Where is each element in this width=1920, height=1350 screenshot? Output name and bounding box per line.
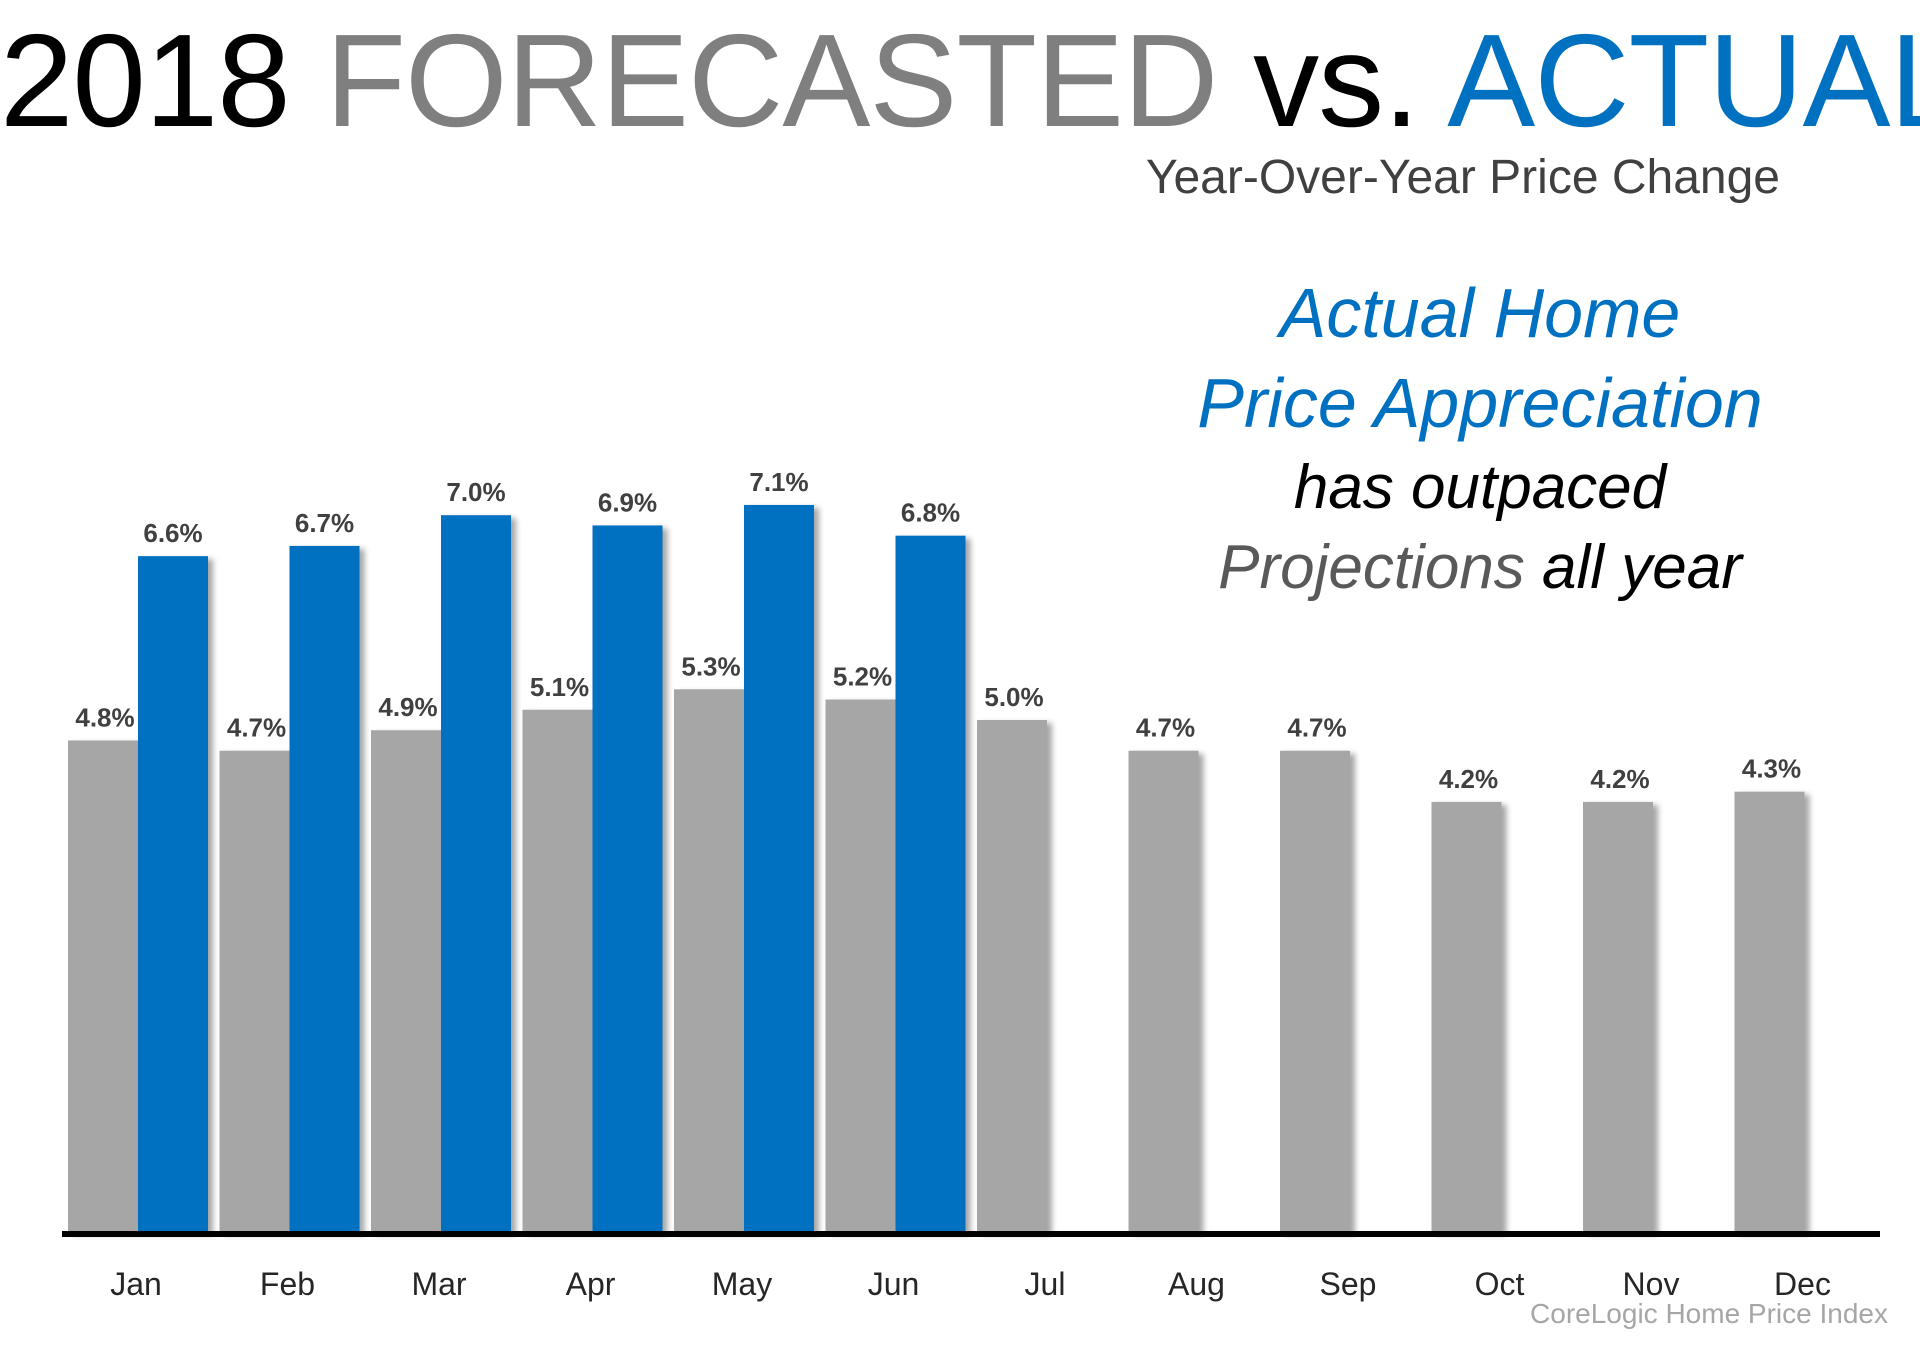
tick-label-jul: Jul <box>1025 1266 1066 1302</box>
label-forecasted-jul: 5.0% <box>984 682 1043 712</box>
tick-label-sep: Sep <box>1320 1266 1377 1302</box>
source-note: CoreLogic Home Price Index <box>1530 1298 1888 1329</box>
callout-line-2: Price Appreciation <box>1197 364 1763 442</box>
bar-forecasted-jun <box>825 699 896 1232</box>
label-forecasted-apr: 5.1% <box>530 672 589 702</box>
bar-forecasted-jul <box>977 720 1047 1232</box>
bar-forecasted-nov <box>1583 801 1653 1232</box>
bar-actual-jan <box>138 556 208 1232</box>
tick-label-apr: Apr <box>566 1266 616 1302</box>
callout-projections: Projections <box>1218 533 1525 602</box>
chart-subtitle: Year-Over-Year Price Change <box>1145 151 1780 204</box>
bar-actual-mar <box>441 515 511 1232</box>
title-year: 2018 <box>0 7 291 154</box>
label-forecasted-nov: 4.2% <box>1590 764 1649 794</box>
tick-label-jun: Jun <box>868 1266 920 1302</box>
bar-forecasted-dec <box>1734 791 1805 1232</box>
bar-forecasted-may <box>674 689 744 1232</box>
label-actual-jan: 6.6% <box>143 518 202 548</box>
bar-forecasted-feb <box>219 750 290 1232</box>
bars-group <box>68 504 1805 1233</box>
tick-label-nov: Nov <box>1623 1266 1680 1302</box>
callout-all-year: all year <box>1542 533 1742 602</box>
tick-label-may: May <box>712 1266 772 1302</box>
label-forecasted-sep: 4.7% <box>1287 713 1346 743</box>
label-actual-feb: 6.7% <box>295 508 354 538</box>
label-forecasted-oct: 4.2% <box>1439 764 1498 794</box>
title-vs: vs. <box>1253 7 1420 154</box>
label-forecasted-may: 5.3% <box>681 651 740 681</box>
label-forecasted-dec: 4.3% <box>1742 754 1801 784</box>
bar-forecasted-jan <box>68 740 138 1232</box>
callout-line-1: Actual Home <box>1279 274 1681 352</box>
label-actual-jun: 6.8% <box>901 498 960 528</box>
callout-text: Actual Home Price Appreciation has outpa… <box>1140 268 1820 608</box>
labels-group: 4.8% 6.6% 4.7% 6.7% 4.9% 7.0% 5.1% 6.9% 5.3% 7.1%… <box>75 467 1801 794</box>
callout-line-4: Projections all year <box>1140 528 1820 608</box>
label-actual-mar: 7.0% <box>446 477 505 507</box>
bar-actual-jun <box>895 535 966 1232</box>
title-forecasted: FORECASTED <box>325 7 1218 154</box>
label-forecasted-jan: 4.8% <box>75 702 134 732</box>
bar-forecasted-aug <box>1128 750 1199 1232</box>
tick-label-jan: Jan <box>110 1266 162 1302</box>
label-forecasted-feb: 4.7% <box>227 713 286 743</box>
x-tick-labels: Jan Feb Mar Apr May Jun Jul Aug Sep Oct Nov Dec <box>110 1266 1831 1302</box>
tick-label-feb: Feb <box>260 1266 315 1302</box>
title-actual: ACTUAL <box>1447 7 1920 154</box>
callout-line-3: has outpaced <box>1293 453 1667 522</box>
label-actual-apr: 6.9% <box>598 487 657 517</box>
bar-forecasted-apr <box>522 709 593 1232</box>
label-actual-may: 7.1% <box>749 467 808 497</box>
bar-forecasted-sep <box>1280 750 1350 1232</box>
label-forecasted-mar: 4.9% <box>378 692 437 722</box>
bar-actual-feb <box>289 545 360 1232</box>
tick-label-aug: Aug <box>1168 1266 1225 1302</box>
tick-label-oct: Oct <box>1475 1266 1525 1302</box>
tick-label-mar: Mar <box>411 1266 466 1302</box>
tick-label-dec: Dec <box>1774 1266 1831 1302</box>
bar-forecasted-mar <box>371 730 441 1232</box>
bar-actual-may <box>744 504 814 1233</box>
chart-title: 2018 FORECASTED vs. ACTUAL <box>0 6 1920 156</box>
bar-forecasted-oct <box>1431 801 1502 1232</box>
label-forecasted-aug: 4.7% <box>1136 713 1195 743</box>
label-forecasted-jun: 5.2% <box>833 662 892 692</box>
bar-actual-apr <box>592 525 663 1232</box>
